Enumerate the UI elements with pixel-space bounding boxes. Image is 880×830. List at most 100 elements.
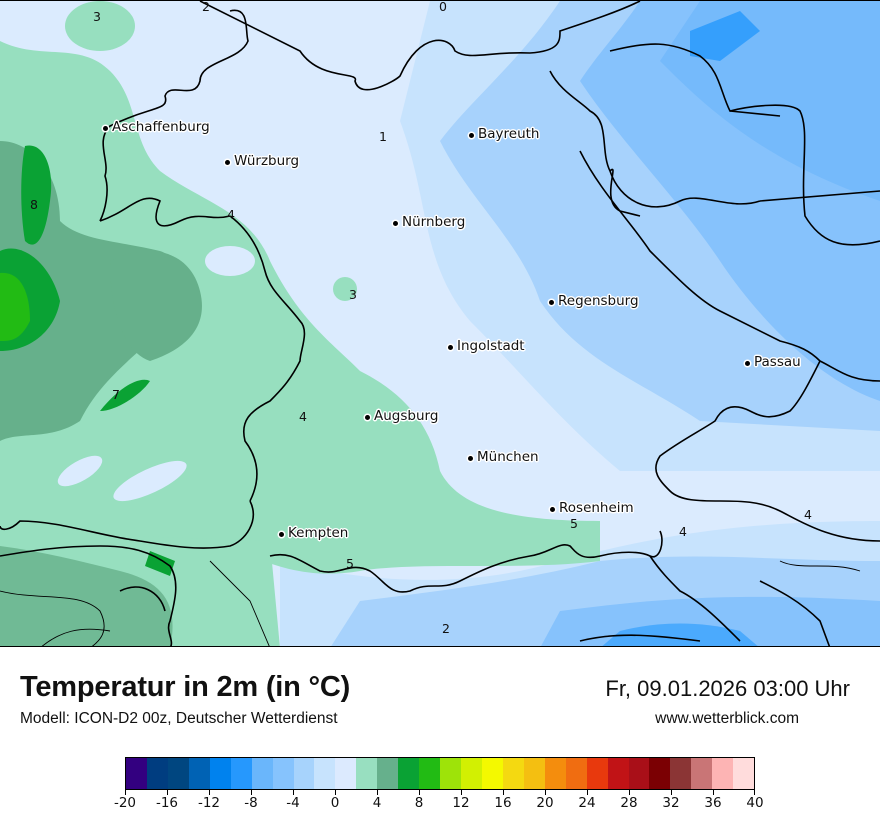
value-label: 5 bbox=[346, 556, 354, 571]
colorbar-tick bbox=[503, 790, 504, 795]
city-label: Kempten bbox=[288, 525, 349, 541]
city-label: Passau bbox=[754, 354, 801, 370]
value-label: 1 bbox=[379, 129, 387, 144]
colorbar-segment bbox=[712, 758, 734, 789]
border-lines bbox=[0, 1, 880, 646]
colorbar-tick-label: 40 bbox=[746, 795, 764, 811]
city-dot-icon bbox=[225, 159, 230, 165]
colorbar-tick-label: -12 bbox=[197, 795, 221, 811]
colorbar-tick-label: -4 bbox=[286, 795, 300, 811]
colorbar-segment bbox=[272, 758, 294, 789]
colorbar-tick-label: 24 bbox=[578, 795, 596, 811]
colorbar-tick-label: 4 bbox=[372, 795, 382, 811]
colorbar-segment bbox=[461, 758, 482, 789]
value-label: 2 bbox=[442, 621, 450, 636]
colorbar-segment bbox=[293, 758, 315, 789]
website-link[interactable]: www.wetterblick.com bbox=[655, 710, 799, 727]
value-label: 5 bbox=[570, 516, 578, 531]
city-marker-muenchen: München bbox=[468, 449, 539, 465]
city-label: Nürnberg bbox=[402, 214, 466, 230]
city-label: Regensburg bbox=[558, 293, 639, 309]
colorbar-segment bbox=[440, 758, 461, 789]
city-dot-icon bbox=[448, 344, 453, 350]
colorbar-segment bbox=[146, 758, 168, 789]
colorbar-tick bbox=[545, 790, 546, 795]
colorbar-tick bbox=[587, 790, 588, 795]
city-marker-wuerzburg: Würzburg bbox=[225, 153, 299, 169]
colorbar-tick bbox=[377, 790, 378, 795]
city-label: Ingolstadt bbox=[457, 338, 525, 354]
colorbar-segment bbox=[586, 758, 608, 789]
value-label: 4 bbox=[679, 524, 687, 539]
model-source: Modell: ICON-D2 00z, Deutscher Wetterdie… bbox=[20, 710, 338, 727]
value-label: 4 bbox=[227, 207, 235, 222]
colorbar-tick bbox=[671, 790, 672, 795]
city-dot-icon bbox=[469, 132, 474, 138]
city-dot-icon bbox=[745, 360, 750, 366]
city-dot-icon bbox=[393, 220, 398, 226]
city-marker-regensburg: Regensburg bbox=[549, 293, 639, 309]
colorbar-segment bbox=[167, 758, 189, 789]
colorbar-segment bbox=[398, 758, 420, 789]
colorbar-tick-label: 0 bbox=[330, 795, 340, 811]
city-marker-nuernberg: Nürnberg bbox=[393, 214, 465, 230]
city-marker-passau: Passau bbox=[745, 354, 801, 370]
value-label: 8 bbox=[30, 197, 38, 212]
colorbar-segment bbox=[314, 758, 336, 789]
city-dot-icon bbox=[279, 531, 284, 537]
colorbar-tick bbox=[713, 790, 714, 795]
city-marker-aschaffenburg: Aschaffenburg bbox=[103, 119, 210, 135]
colorbar-segment bbox=[607, 758, 629, 789]
city-dot-icon bbox=[468, 455, 473, 461]
city-label: Würzburg bbox=[234, 153, 300, 169]
colorbar-tick bbox=[167, 790, 168, 795]
forecast-datetime: Fr, 09.01.2026 03:00 Uhr bbox=[605, 676, 850, 701]
city-dot-icon bbox=[365, 414, 370, 420]
city-marker-rosenheim: Rosenheim bbox=[550, 500, 634, 516]
value-label: 7 bbox=[112, 387, 120, 402]
city-dot-icon bbox=[549, 299, 554, 305]
colorbar-tick-label: 8 bbox=[414, 795, 424, 811]
map-title: Temperatur in 2m (in °C) bbox=[20, 671, 351, 703]
city-marker-kempten: Kempten bbox=[279, 525, 348, 541]
colorbar-segment bbox=[481, 758, 503, 789]
colorbar-ticks: -20 -16 -12 -8 -4 0 4 8 12 16 20 24 28 32 36 40 bbox=[114, 790, 764, 820]
colorbar-tick bbox=[251, 790, 252, 795]
city-marker-bayreuth: Bayreuth bbox=[469, 126, 540, 142]
city-label: Augsburg bbox=[374, 408, 439, 424]
colorbar-tick bbox=[629, 790, 630, 795]
colorbar-tick bbox=[209, 790, 210, 795]
colorbar-segment bbox=[691, 758, 713, 789]
colorbar-segment bbox=[335, 758, 357, 789]
colorbar-tick-label: 32 bbox=[662, 795, 680, 811]
colorbar-segment bbox=[649, 758, 671, 789]
colorbar-tick-label: -8 bbox=[244, 795, 258, 811]
colorbar-segment bbox=[209, 758, 231, 789]
colorbar-tick-label: 12 bbox=[452, 795, 470, 811]
colorbar-segment bbox=[523, 758, 545, 789]
colorbar-segment bbox=[188, 758, 210, 789]
city-label: Rosenheim bbox=[559, 500, 634, 516]
value-label: 3 bbox=[93, 9, 101, 24]
city-marker-augsburg: Augsburg bbox=[365, 408, 438, 424]
colorbar-tick bbox=[293, 790, 294, 795]
value-label: 0 bbox=[439, 0, 447, 14]
colorbar-segment bbox=[377, 758, 399, 789]
city-dot-icon bbox=[550, 506, 555, 512]
value-label: 4 bbox=[804, 507, 812, 522]
city-label: München bbox=[477, 449, 539, 465]
value-label: 2 bbox=[202, 0, 210, 14]
colorbar-tick bbox=[335, 790, 336, 795]
colorbar-segment bbox=[126, 758, 147, 789]
temperature-map: 3 2 0 1 8 4 3 7 4 4 5 4 5 2 Aschaffenbur… bbox=[0, 0, 880, 647]
colorbar-segment bbox=[628, 758, 650, 789]
colorbar-segment bbox=[733, 758, 755, 789]
city-label: Bayreuth bbox=[478, 126, 540, 142]
colorbar-tick bbox=[754, 790, 755, 795]
value-label: 3 bbox=[349, 287, 357, 302]
colorbar-segment bbox=[544, 758, 566, 789]
colorbar-segment bbox=[230, 758, 252, 789]
colorbar-segment bbox=[502, 758, 524, 789]
colorbar-tick-label: 36 bbox=[704, 795, 722, 811]
colorbar-tick bbox=[125, 790, 126, 795]
